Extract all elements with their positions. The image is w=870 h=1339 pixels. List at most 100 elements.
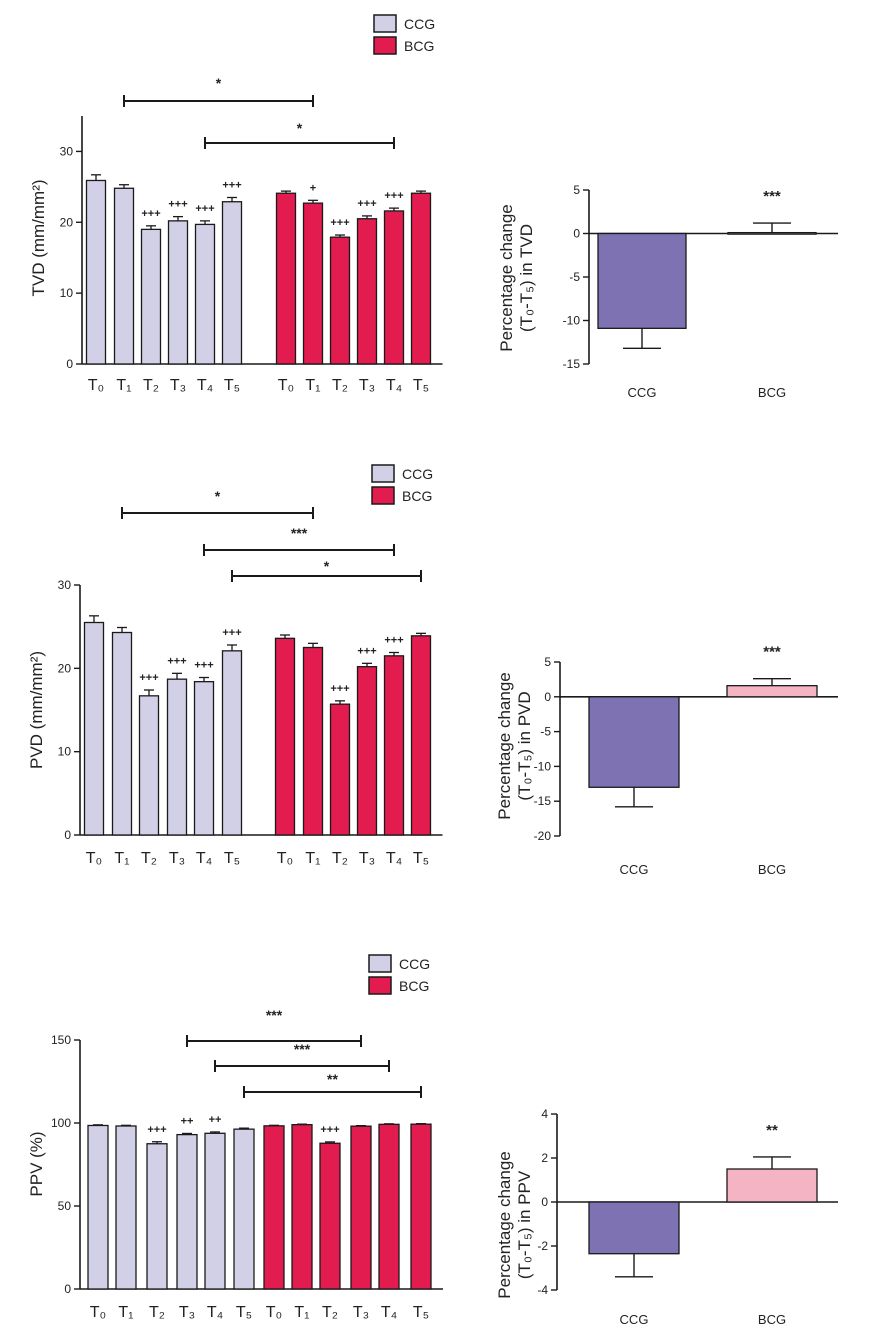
y-tick-label: 150 — [51, 1033, 71, 1047]
x-tick-label: T₃ — [353, 1304, 369, 1321]
significance-mark: +++ — [384, 190, 403, 202]
y-tick-label: 100 — [51, 1116, 71, 1130]
significance-mark: +++ — [222, 179, 241, 191]
y-tick-label: -15 — [563, 357, 581, 371]
x-tick-label: T₃ — [359, 850, 375, 867]
bcg-bar — [350, 1125, 372, 1290]
x-tick-label: T₄ — [386, 377, 402, 394]
pvd-time-panel: CCG BCG PVD (mm/mm²) 0 10 20 30 T₀ T₁ +++ T₂ +++… — [27, 464, 443, 867]
bcg-bar — [329, 703, 351, 836]
x-category-label: BCG — [758, 385, 786, 400]
bcg-bar — [319, 1142, 341, 1290]
bracket-significance: *** — [291, 525, 308, 541]
x-tick-label: T₄ — [196, 850, 212, 867]
y-tick-label: 0 — [64, 828, 71, 842]
ccg-pct-bar — [588, 1201, 680, 1255]
bracket-significance: * — [216, 75, 222, 91]
x-tick-label: T₅ — [224, 850, 240, 867]
ppv-time-panel: CCG BCG PPV (%) 0 50 100 150 T₀ T₁ +++ T₂ ++ T₃ ++… — [27, 954, 443, 1321]
x-tick-label: T₂ — [322, 1304, 338, 1321]
legend-ccg-label: CCG — [399, 956, 430, 972]
x-tick-label: T₀ — [90, 1304, 106, 1321]
ccg-bar — [113, 187, 135, 365]
significance-mark: +++ — [357, 198, 376, 210]
x-tick-label: T₂ — [332, 377, 348, 394]
significance-mark: +++ — [168, 199, 187, 211]
significance-mark: +++ — [330, 217, 349, 229]
significance-mark: ++ — [209, 1114, 222, 1126]
x-tick-label: T₁ — [114, 850, 129, 867]
x-tick-label: T₂ — [332, 850, 348, 867]
ccg-bar — [233, 1128, 255, 1290]
ppv-legend: CCG BCG — [368, 954, 430, 995]
x-tick-label: T₃ — [179, 1304, 195, 1321]
significance-mark: +++ — [195, 203, 214, 215]
bcg-pct-bar — [726, 1168, 818, 1203]
bcg-bar — [302, 202, 324, 365]
y-tick-label: 2 — [541, 1151, 548, 1165]
x-tick-label: T₂ — [143, 377, 159, 394]
significance-mark: +++ — [194, 660, 213, 672]
significance-mark: *** — [763, 644, 781, 661]
y-tick-label: -5 — [540, 725, 551, 739]
bcg-bar — [378, 1123, 400, 1290]
bcg-bar — [356, 666, 378, 836]
x-tick-label: T₁ — [294, 1304, 309, 1321]
x-category-label: CCG — [620, 862, 649, 877]
y-tick-label: 0 — [66, 357, 73, 371]
bcg-bar — [302, 646, 324, 836]
x-tick-label: T₄ — [207, 1304, 223, 1321]
x-tick-label: T₅ — [236, 1304, 252, 1321]
bcg-bar — [263, 1125, 285, 1290]
x-tick-label: T₃ — [170, 377, 186, 394]
legend-bcg-swatch — [371, 486, 395, 505]
x-tick-label: T₀ — [266, 1304, 282, 1321]
x-tick-label: T₃ — [169, 850, 185, 867]
significance-mark: +++ — [222, 627, 241, 639]
significance-mark: ** — [766, 1122, 778, 1139]
legend-ccg-label: CCG — [404, 16, 435, 32]
y-tick-label: 30 — [60, 144, 74, 158]
y-tick-label: -5 — [569, 270, 580, 284]
ccg-pct-bar — [597, 232, 687, 329]
y-tick-label: 0 — [573, 227, 580, 241]
legend-ccg-swatch — [371, 464, 395, 483]
ccg-bar — [87, 1124, 109, 1290]
x-category-label: BCG — [758, 862, 786, 877]
y-axis-title-line2: (T₀-T₅) in PPV — [515, 1170, 534, 1279]
x-tick-label: T₀ — [278, 377, 294, 394]
bcg-bar — [356, 218, 378, 365]
bcg-bar — [383, 655, 405, 836]
x-tick-label: T₀ — [86, 850, 102, 867]
significance-mark: +++ — [141, 208, 160, 220]
y-axis-title-line2: (T₀-T₅) in TVD — [517, 224, 536, 332]
x-tick-label: T₄ — [381, 1304, 397, 1321]
x-tick-label: T₅ — [413, 1304, 429, 1321]
significance-mark: +++ — [330, 683, 349, 695]
ccg-bar — [146, 1143, 168, 1290]
y-tick-label: 5 — [544, 655, 551, 669]
ccg-bar — [193, 681, 215, 836]
ccg-bar — [176, 1133, 198, 1290]
x-tick-label: T₁ — [305, 850, 320, 867]
legend-ccg-label: CCG — [402, 466, 433, 482]
ccg-bar — [83, 621, 105, 836]
y-tick-label: -15 — [534, 794, 552, 808]
y-axis-title: TVD (mm/mm²) — [29, 179, 48, 296]
x-tick-label: T₁ — [116, 377, 131, 394]
y-axis-title: PPV (%) — [27, 1131, 46, 1196]
y-tick-label: 0 — [64, 1282, 71, 1296]
ccg-bar — [167, 220, 189, 365]
x-tick-label: T₄ — [197, 377, 213, 394]
bcg-bar — [383, 210, 405, 365]
bracket-significance: *** — [294, 1041, 311, 1057]
significance-mark: +++ — [147, 1124, 166, 1136]
bcg-bar — [274, 637, 296, 836]
bracket-significance: ** — [327, 1071, 338, 1087]
ccg-bar — [85, 179, 107, 365]
y-tick-label: 20 — [58, 661, 72, 675]
x-tick-label: T₁ — [118, 1304, 133, 1321]
significance-mark: +++ — [139, 672, 158, 684]
y-tick-label: 20 — [60, 215, 74, 229]
significance-mark: +++ — [320, 1124, 339, 1136]
